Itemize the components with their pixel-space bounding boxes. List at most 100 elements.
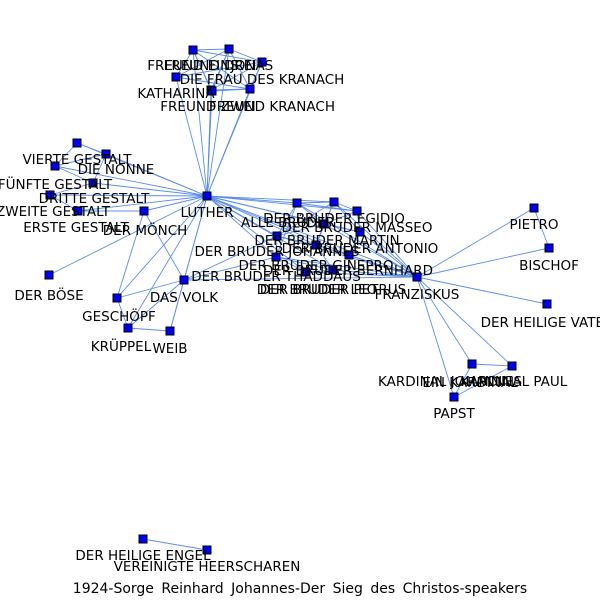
edge-zweite-gestalt-erste-gestalt — [49, 194, 79, 212]
node-bischof — [544, 243, 554, 253]
node-label-weib: WEIB — [152, 341, 187, 357]
node-der-moench — [139, 206, 149, 216]
node-der-boese — [44, 270, 54, 280]
edge-das-volk-weib — [169, 279, 185, 332]
edge-bruder-masseo-bruder-martin — [323, 210, 358, 225]
node-vierte-gestalt — [72, 138, 82, 148]
node-pietro — [529, 203, 539, 213]
node-bruder-ginepro — [311, 240, 321, 250]
edge-luther-bruder-thaddaeus — [206, 195, 277, 258]
node-label-luther: LUTHER — [180, 205, 233, 221]
edge-das-volk-bruder-johannes — [183, 235, 278, 281]
edge-bruder-bernhard-franziskus — [348, 254, 418, 278]
edge-jonas-freund-kranach — [228, 48, 251, 90]
node-label-bruder-bernhard: DER BRUDER BERNHARD — [263, 263, 433, 279]
edge-bruder-antonio-franziskus — [359, 231, 418, 278]
edge-das-volk-geschoepf — [116, 279, 185, 299]
edge-luther-zweite-gestalt — [49, 194, 208, 197]
edge-der-heilige-engel-vereinigte-heerscharen — [142, 538, 208, 551]
node-bruder-antonio — [355, 227, 365, 237]
edge-dritte-gestalt-zweite-gestalt — [49, 182, 94, 196]
node-dritte-gestalt — [88, 178, 98, 188]
edge-kardinal-johannes-papst — [453, 363, 473, 398]
node-weib — [165, 326, 175, 336]
node-label-freund-kranach: FREUND KRANACH — [209, 99, 335, 115]
node-freund-zwei — [207, 86, 217, 96]
node-bruder-thaddaeus — [271, 252, 281, 262]
edge-franziskus-papst — [416, 276, 455, 398]
node-label-zweite-gestalt: ZWEITE GESTALT — [0, 204, 111, 220]
node-geschoepf — [112, 293, 122, 303]
edge-franziskus-kardinal-johannes — [416, 276, 473, 365]
edge-luther-die-frau-kranach — [175, 76, 208, 197]
node-label-bruder-ginepro: DER BRUDER GINEPRO — [239, 258, 394, 274]
edge-franziskus-der-heilige-vater — [416, 276, 548, 305]
edge-jonas-freund-zwei — [211, 48, 230, 92]
node-das-volk — [179, 275, 189, 285]
node-label-bruder-johannes: DER BRUDER JOHANNES — [194, 244, 359, 260]
edge-freund-zwei-freund-kranach — [211, 88, 251, 92]
edge-layer — [48, 48, 550, 551]
node-label-das-volk: DAS VOLK — [150, 290, 219, 306]
edge-luther-bruder-bernhard — [206, 195, 350, 256]
edge-pietro-bischof — [533, 207, 550, 249]
node-label-jonas: JONAS — [230, 58, 274, 74]
edge-bruder-thaddaeus-bruder-petrus — [275, 256, 307, 273]
edge-freund-drei-die-frau-kranach — [175, 61, 263, 78]
edge-luther-freund-kranach — [206, 88, 251, 197]
edge-alle-brueder-franziskus — [296, 202, 418, 278]
node-der-heilige-engel — [138, 534, 148, 544]
node-papst — [449, 392, 459, 402]
node-label-alle-brueder: ALLE BRÜDER — [241, 213, 335, 231]
edge-luther-bruder-leo — [206, 195, 334, 271]
edge-luther-jonas — [206, 48, 230, 197]
edge-alle-brueder-bruder-johannes — [276, 202, 298, 237]
node-bruder-johannes — [272, 231, 282, 241]
edge-luther-bruder-egidio — [206, 195, 335, 203]
node-freund-eins — [188, 45, 198, 55]
edge-luther-freund-zwei — [206, 90, 213, 197]
edge-alle-brueder-bruder-masseo — [296, 202, 358, 212]
node-krueppel — [123, 323, 133, 333]
edge-das-volk-krueppel — [127, 279, 185, 329]
edge-geschoepf-krueppel — [116, 297, 129, 329]
node-luther — [202, 191, 212, 201]
node-alle-brueder — [292, 198, 302, 208]
node-fuenfte-gestalt — [50, 161, 60, 171]
node-label-die-frau-kranach: DIE FRAU DES KRANACH — [180, 72, 345, 88]
node-label-freund-zwei: FREUND ZWEI — [160, 99, 255, 115]
node-label-der-heilige-vater: DER HEILIGE VATER — [481, 315, 600, 331]
edge-die-frau-kranach-freund-kranach — [175, 76, 251, 90]
node-franziskus — [412, 272, 422, 282]
node-label-erste-gestalt: ERSTE GESTALT — [23, 220, 129, 236]
edge-franziskus-pietro — [416, 207, 535, 278]
node-label-katharina: KATHARINA — [137, 86, 215, 102]
edge-luther-bruder-masseo — [206, 195, 358, 212]
node-label-freund-eins: FREUND EINS — [147, 58, 239, 74]
node-label-kardinal-johannes: KARDINAL JOHANNES — [378, 374, 522, 390]
node-label-pietro: PIETRO — [510, 217, 559, 233]
node-label-freund-drei: FREUND DREI — [164, 58, 257, 74]
edge-der-moench-geschoepf — [116, 210, 145, 299]
node-bruder-masseo — [352, 206, 362, 216]
edge-das-volk-bruder-thaddaeus — [183, 256, 277, 281]
node-jonas — [224, 44, 234, 54]
node-label-kardinal-paul: KARDINAL PAUL — [461, 374, 568, 390]
edge-jonas-freund-drei — [228, 48, 263, 63]
node-label-bischof: BISCHOF — [519, 258, 579, 274]
node-bruder-egidio — [329, 197, 339, 207]
node-label-bruder-martin: DER BRUDER MARTIN — [254, 233, 399, 249]
edge-franziskus-bischof — [416, 247, 550, 278]
edge-luther-bruder-ginepro — [206, 195, 317, 246]
node-label-ein-kardinal: EIN KARDINAL — [422, 375, 518, 391]
node-label-franziskus: FRANZISKUS — [375, 287, 460, 303]
node-bruder-leo — [328, 265, 338, 275]
edge-jonas-die-frau-kranach — [175, 48, 230, 78]
edge-luther-dritte-gestalt — [92, 182, 208, 197]
node-label-bruder-egidio: DER BRUDER EGIDIO — [263, 211, 405, 227]
node-label-die-nonne: DIE NONNE — [78, 162, 155, 178]
node-label-bruder-antonio: DER BRUDER ANTONIO — [282, 241, 439, 257]
graph-caption: 1924-Sorge Reinhard Johannes-Der Sieg de… — [72, 581, 528, 597]
